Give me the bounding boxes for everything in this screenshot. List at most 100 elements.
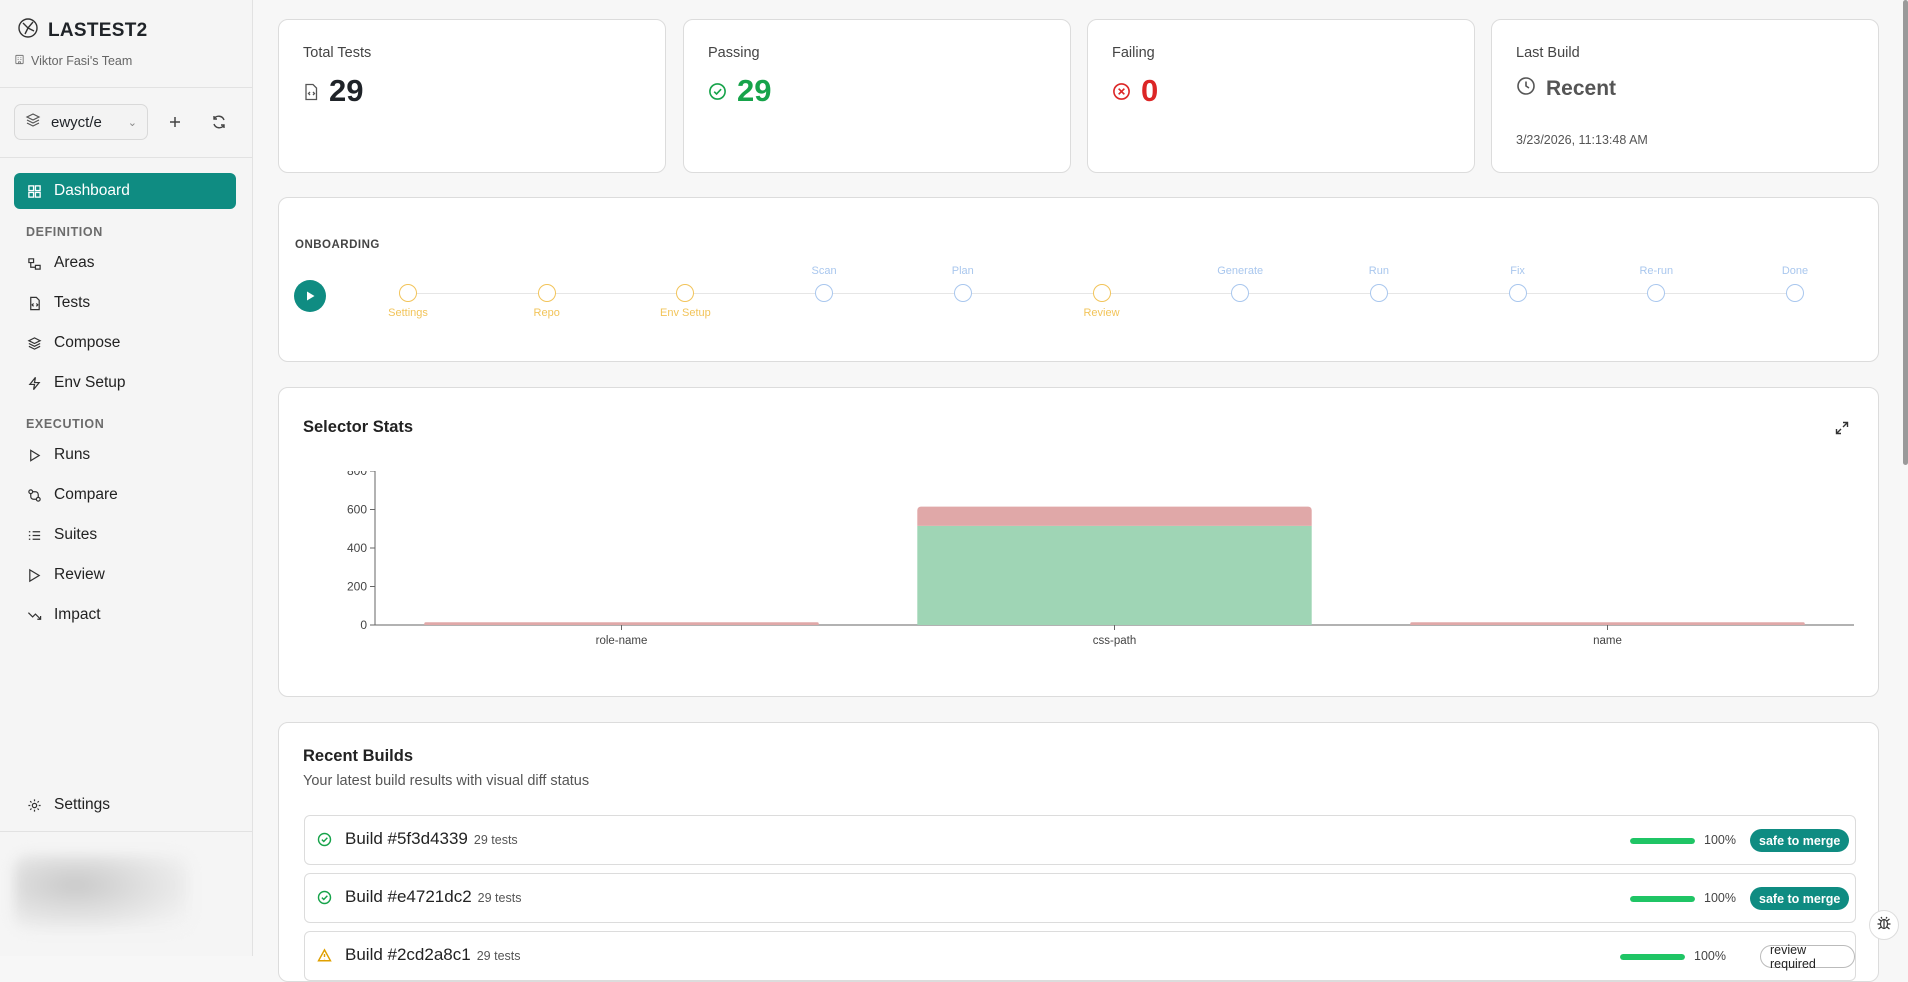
- onboarding-step-dot[interactable]: [1508, 284, 1527, 302]
- onboarding-step-label: Re-run: [1639, 265, 1674, 277]
- stat-card-total: Total Tests 29: [278, 19, 666, 173]
- nav-tests[interactable]: Tests: [14, 285, 236, 321]
- onboarding-step-label: Run: [1368, 265, 1389, 277]
- divider: [0, 831, 253, 832]
- divider: [0, 157, 253, 158]
- stat-label: Total Tests: [303, 45, 372, 61]
- onboarding-card: ONBOARDING Settings Repo Env Setup Scan Plan…: [278, 197, 1879, 362]
- expand-icon[interactable]: [1832, 418, 1852, 438]
- x-circle-icon: [1112, 73, 1131, 109]
- git-compare-icon: [26, 487, 42, 503]
- selector-stats-card: Selector Stats 0 200 400 600 800 role-name css…: [278, 387, 1879, 697]
- scrollbar[interactable]: [1903, 0, 1908, 465]
- onboarding-step-dot[interactable]: [1647, 284, 1666, 302]
- onboarding-step-label: Plan: [951, 265, 974, 277]
- nav-review[interactable]: Review: [14, 557, 236, 593]
- build-name: Build #2cd2a8c1 29 tests: [345, 945, 521, 965]
- nav-label: Env Setup: [54, 374, 126, 391]
- trending-icon: [26, 607, 42, 623]
- dashboard-icon: [26, 183, 42, 199]
- build-row[interactable]: Build #e4721dc2 29 tests 100% safe to mer…: [304, 873, 1856, 923]
- nav-impact[interactable]: Impact: [14, 597, 236, 633]
- warning-icon: [317, 948, 332, 968]
- build-row[interactable]: Build #2cd2a8c1 29 tests 100% review requ…: [304, 931, 1856, 981]
- recent-builds-subtitle: Your latest build results with visual di…: [303, 773, 590, 789]
- onboarding-step-dot[interactable]: [676, 284, 695, 302]
- nav-areas[interactable]: Areas: [14, 245, 236, 281]
- x-tick-label: role-name: [596, 635, 648, 647]
- onboarding-step-label: Scan: [811, 265, 837, 277]
- build-progress-fill: [1630, 896, 1695, 902]
- build-progress-bar: [1620, 954, 1685, 960]
- onboarding-step-dot[interactable]: [537, 284, 556, 302]
- bug-report-button[interactable]: [1869, 910, 1899, 940]
- onboarding-step-dot[interactable]: [1786, 284, 1804, 302]
- zap-icon: [26, 375, 42, 391]
- stat-value: 0: [1112, 73, 1158, 109]
- bar-segment: [917, 506, 1312, 526]
- file-code-icon: [303, 73, 319, 109]
- nav-env-setup[interactable]: Env Setup: [14, 365, 236, 401]
- building-icon: [14, 54, 25, 68]
- bug-icon: [1876, 915, 1892, 936]
- last-build-value: Recent: [1546, 77, 1617, 100]
- nav-compare[interactable]: Compare: [14, 477, 236, 513]
- check-circle-icon: [317, 832, 332, 852]
- status-badge: safe to merge: [1750, 829, 1850, 852]
- build-test-count: 29 tests: [473, 833, 518, 847]
- onboarding-step-dot[interactable]: [399, 284, 417, 302]
- stat-label: Last Build: [1516, 45, 1580, 61]
- y-tick-label: 600: [347, 503, 367, 517]
- brand-name: LASTEST2: [48, 19, 148, 41]
- nav-section-execution: EXECUTION: [26, 417, 105, 431]
- gear-icon: [26, 797, 42, 813]
- chevron-down-icon: ⌄: [127, 116, 137, 129]
- stat-label: Passing: [708, 45, 760, 61]
- build-id: Build #2cd2a8c1: [345, 945, 471, 964]
- refresh-button[interactable]: [205, 108, 233, 136]
- onboarding-step-dot[interactable]: [1231, 284, 1250, 302]
- project-select[interactable]: ewyct/e ⌄: [14, 104, 148, 140]
- recent-builds-card: Recent Builds Your latest build results …: [278, 722, 1879, 982]
- onboarding-step-dot[interactable]: [815, 284, 834, 302]
- areas-icon: [26, 255, 42, 271]
- status-badge: review required: [1760, 943, 1855, 971]
- nav-settings[interactable]: Settings: [14, 787, 236, 823]
- add-project-button[interactable]: [161, 108, 189, 136]
- nav-compose[interactable]: Compose: [14, 325, 236, 361]
- stat-card-last-build: Last Build Recent 3/23/2026, 11:13:48 AM: [1491, 19, 1879, 173]
- onboarding-step-label: Done: [1781, 265, 1809, 277]
- brand[interactable]: LASTEST2: [16, 16, 148, 45]
- build-progress-bar: [1630, 838, 1695, 844]
- stat-value: 29: [708, 73, 771, 109]
- project-select-value: ewyct/e: [51, 113, 102, 131]
- nav-suites[interactable]: Suites: [14, 517, 236, 553]
- list-icon: [26, 527, 42, 543]
- build-row[interactable]: Build #5f3d4339 29 tests 100% safe to mer…: [304, 815, 1856, 865]
- onboarding-step-dot[interactable]: [953, 284, 972, 302]
- onboarding-title: ONBOARDING: [295, 239, 380, 251]
- file-code-icon: [26, 295, 42, 311]
- user-profile-blurred[interactable]: [14, 855, 189, 930]
- logo-icon: [16, 16, 40, 45]
- start-onboarding-button[interactable]: [294, 280, 326, 312]
- total-tests-value: 29: [329, 73, 364, 108]
- nav-label: Compare: [54, 486, 118, 503]
- nav-runs[interactable]: Runs: [14, 437, 236, 473]
- y-tick-label: 400: [347, 541, 367, 555]
- build-percent: 100%: [1694, 949, 1726, 963]
- sidebar: LASTEST2 Viktor Fasi's Team ewyct/e ⌄ Da…: [0, 0, 253, 956]
- check-circle-icon: [317, 890, 332, 910]
- onboarding-step-label: Fix: [1510, 265, 1525, 277]
- build-percent: 100%: [1704, 891, 1736, 905]
- nav-label: Compose: [54, 334, 121, 351]
- onboarding-step-dot[interactable]: [1092, 284, 1111, 302]
- nav-dashboard[interactable]: Dashboard: [14, 173, 236, 209]
- nav-section-definition: DEFINITION: [26, 225, 103, 239]
- build-name: Build #e4721dc2 29 tests: [345, 887, 521, 907]
- team-label: Viktor Fasi's Team: [31, 54, 133, 68]
- stat-card-passing: Passing 29: [683, 19, 1071, 173]
- onboarding-step-label: Settings: [388, 307, 428, 319]
- onboarding-step-dot[interactable]: [1369, 284, 1388, 302]
- review-icon: [26, 567, 42, 583]
